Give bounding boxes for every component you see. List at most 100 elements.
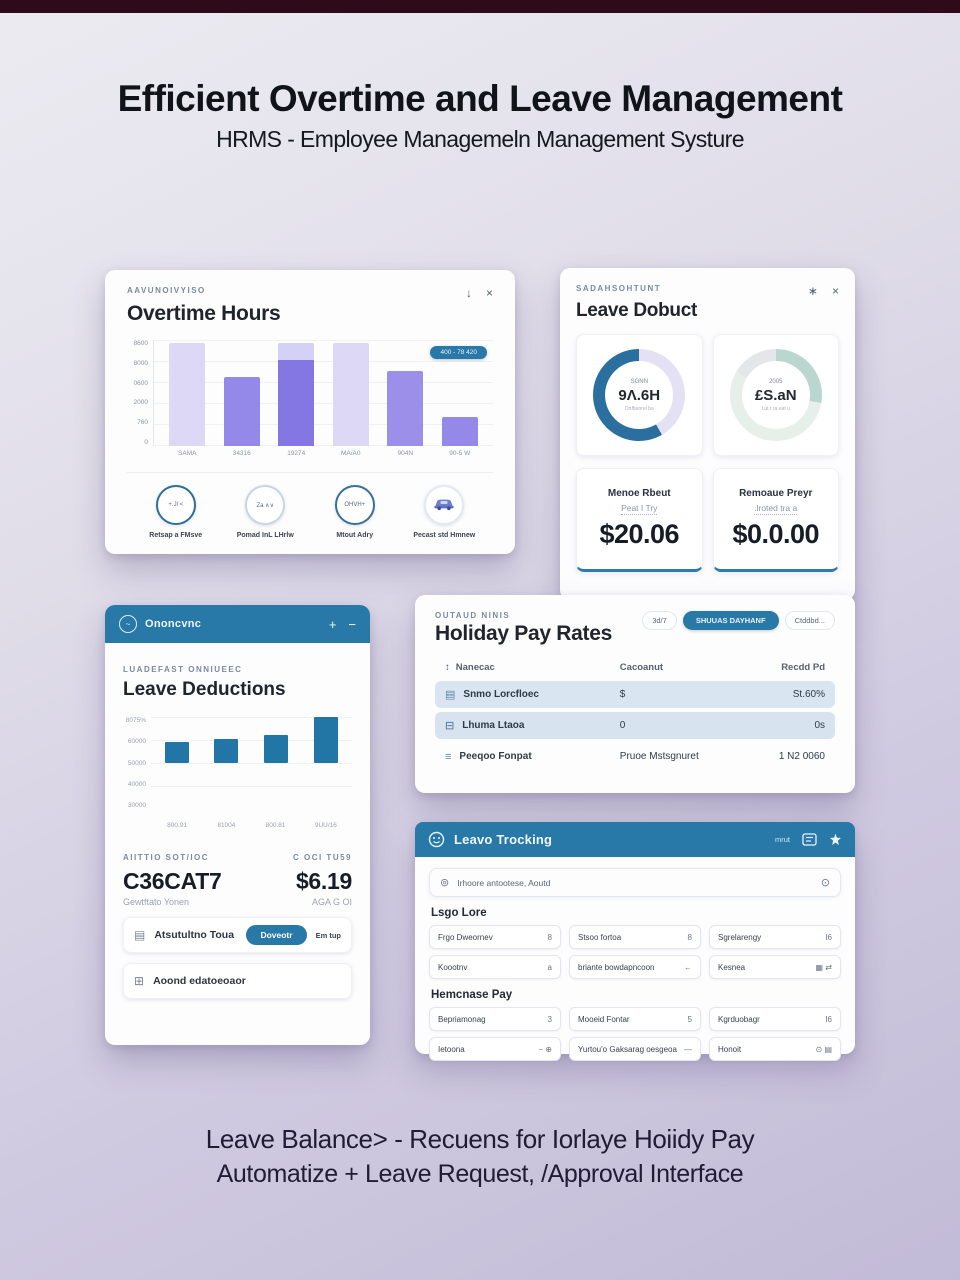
table-row[interactable]: ▤ Snmo Lorcfloec $ St.60%	[435, 681, 835, 708]
holiday-secondary-button[interactable]: Ctddbd...	[784, 611, 835, 630]
chart-range-badge[interactable]: 400 - 78 420	[430, 346, 487, 359]
x-tick-label: MA/A0	[340, 450, 361, 457]
overtime-bar[interactable]	[441, 417, 478, 446]
donut-chart: SGNN 9Λ.6H Oofbuorel bu	[593, 349, 686, 441]
star-icon[interactable]: ∗	[807, 284, 818, 298]
field-affix: 5	[687, 1014, 692, 1024]
form-field[interactable]: Stsoo fortoa 8	[569, 925, 701, 949]
table-row[interactable]: ≡ Peeqoo Fonpat Pruoe Mstsgnuret 1 N2 00…	[435, 743, 835, 770]
close-icon[interactable]: ×	[831, 284, 839, 298]
form-field[interactable]: Kgrduobagr I6	[709, 1007, 841, 1031]
legend-label: Mtout Adry	[336, 532, 374, 539]
overtime-hours-card: AAVUNOIVYISO ↓ × Overtime Hours 8600 8000…	[105, 270, 515, 554]
form-field[interactable]: Ietoona − ⊕	[429, 1037, 561, 1061]
cell-mid: Pruoe Mstsgnuret	[619, 751, 699, 762]
holiday-table-body: ▤ Snmo Lorcfloec $ St.60% ⊟ Lhuma Ltaoa …	[435, 681, 835, 770]
legend-circle-icon: Za ∧∨	[245, 485, 286, 525]
holiday-primary-button[interactable]: SHUUAS DAYHANF	[682, 611, 779, 630]
deductions-action-rows: ▤ Atsutultno Toua Doveotr Em tup ⊞ Aoond…	[123, 917, 352, 999]
table-row[interactable]: ⊟ Lhuma Ltaoa 0 0s	[435, 712, 835, 739]
donut-tile[interactable]: SGNN 9Λ.6H Oofbuorel bu	[576, 334, 703, 456]
legend-circle-icon	[424, 485, 465, 525]
field-label: Honoit	[718, 1044, 742, 1054]
stat-left-caption: Gewtftato Yonen	[123, 897, 190, 907]
leave-fields-grid: Frgo Dweornev 8 Stsoo fortoa 8 Sgrelaren…	[429, 925, 841, 979]
legend-circle-text: +.Jl <	[168, 502, 184, 508]
overtime-bar[interactable]	[387, 371, 424, 446]
stat-right-caption: AGA G OI	[311, 897, 352, 907]
star-icon[interactable]	[829, 833, 842, 846]
action-row[interactable]: ▤ Atsutultno Toua Doveotr Em tup	[123, 917, 352, 953]
legend-circle-icon: +.Jl <	[155, 485, 196, 525]
overtime-legend: +.Jl < Retsap a FMsve	[127, 472, 493, 539]
field-label: Bepriamonag	[438, 1014, 486, 1024]
row-type-icon: ▤	[445, 689, 456, 701]
overtime-y-axis: 8600 8000 0600 2000 760 0	[127, 340, 153, 446]
form-field[interactable]: Koootnv a	[429, 955, 561, 979]
stat-grid: Menoe Rbeut Peat I Try $20.06 Remoaue Pr…	[576, 468, 839, 572]
deduction-bar[interactable]	[165, 742, 190, 763]
row-action-button[interactable]: Doveotr	[246, 925, 307, 945]
deductions-header-title: Ononcvnc	[145, 618, 202, 630]
stat-tile[interactable]: Menoe Rbeut Peat I Try $20.06	[576, 468, 703, 572]
col-name[interactable]: Nanecac	[455, 662, 495, 673]
field-affix: 3	[547, 1014, 552, 1024]
sort-icon[interactable]: ↕	[445, 662, 450, 673]
form-field[interactable]: Mooeid Fontar 5	[569, 1007, 701, 1031]
holiday-filter-button[interactable]: 3d/7	[642, 611, 677, 630]
employee-search-input[interactable]: ⊚ Irhoore antootese, Aoutd ⊙	[429, 868, 841, 897]
tracking-title: Leavo Trocking	[454, 832, 553, 847]
search-go-icon[interactable]: ⊙	[820, 877, 830, 889]
bar-column: 19274	[278, 340, 315, 457]
stat-tile[interactable]: Remoaue Preyr .lroted tra a $0.0.00	[712, 468, 839, 572]
overtime-bar[interactable]	[223, 377, 260, 446]
minimize-icon[interactable]: −	[348, 616, 356, 632]
bar-column: MA/A0	[332, 340, 369, 457]
car-icon	[433, 497, 455, 513]
overtime-bar[interactable]	[169, 343, 206, 446]
donut-tile[interactable]: 2005 £S.aN Lut r ra eat u	[712, 334, 839, 456]
field-label: Stsoo fortoa	[578, 932, 622, 942]
cell-mid: 0	[619, 720, 626, 731]
legend-item[interactable]: OHVH+ Mtout Adry	[310, 485, 400, 539]
document-icon: ⊞	[134, 974, 145, 988]
search-placeholder-text: Irhoore antootese, Aoutd	[457, 877, 551, 888]
plus-icon[interactable]: +	[328, 616, 337, 632]
close-icon[interactable]: ×	[485, 286, 493, 300]
overtime-bar[interactable]	[332, 343, 369, 446]
section-title-leave: Lsgo Lore	[431, 907, 487, 919]
form-field[interactable]: Frgo Dweornev 8	[429, 925, 561, 949]
stat-right-value: $6.19	[295, 868, 352, 894]
action-row[interactable]: ⊞ Aoond edatoeoaor	[123, 963, 352, 999]
x-tick-label: 19274	[287, 450, 306, 457]
y-tick-label: 8075%	[125, 717, 146, 724]
form-field[interactable]: briante bowdapncoon ←	[569, 955, 701, 979]
form-field[interactable]: Bepriamonag 3	[429, 1007, 561, 1031]
download-icon[interactable]: ↓	[465, 286, 472, 300]
col-mid[interactable]: Cacoanut	[619, 662, 664, 673]
field-affix: 8	[547, 932, 552, 942]
deduction-bar[interactable]	[214, 739, 239, 763]
field-affix: − ⊕	[538, 1044, 552, 1054]
row-type-icon: ⊟	[445, 720, 455, 732]
field-label: Frgo Dweornev	[438, 932, 493, 942]
field-label: Kesnea	[718, 962, 746, 972]
form-field[interactable]: Honoit ⊙ ▤	[709, 1037, 841, 1061]
field-affix: I6	[825, 932, 832, 942]
form-field[interactable]: Kesnea ▦ ⇄	[709, 955, 841, 979]
panel-icon[interactable]	[802, 833, 817, 846]
deduction-bar[interactable]	[313, 717, 338, 763]
col-right[interactable]: Recdd Pd	[781, 662, 825, 673]
form-field[interactable]: Yurtou'o Gaksarag oesgeoa —	[569, 1037, 701, 1061]
overtime-bar[interactable]	[278, 343, 315, 446]
legend-item[interactable]: Za ∧∨ Pomad InL LHrlw	[221, 485, 311, 539]
field-label: Ietoona	[438, 1044, 465, 1054]
legend-circle-icon: OHVH+	[334, 485, 375, 525]
form-field[interactable]: Sgrelarengy I6	[709, 925, 841, 949]
legend-item[interactable]: +.Jl < Retsap a FMsve	[131, 485, 221, 539]
legend-item[interactable]: Pecast std Hmnew	[400, 485, 490, 539]
dobuct-title: Leave Dobuct	[576, 300, 697, 321]
row-type-icon: ≡	[445, 750, 452, 763]
deduction-bar[interactable]	[263, 735, 288, 763]
leave-deductions-card: ~ Ononcvnc + − LUADEFAST ONNIUEEC Leave …	[105, 605, 370, 1045]
